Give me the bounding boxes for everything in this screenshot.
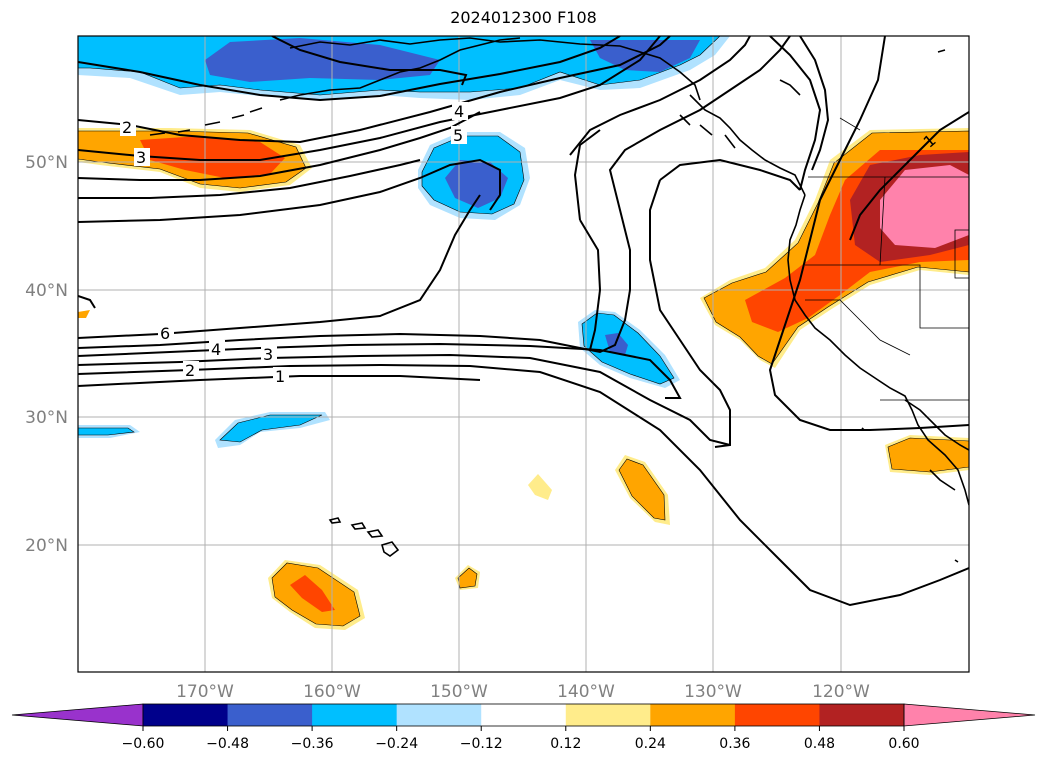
colorbar-extend-high (903, 703, 1036, 727)
colorbar-segment (227, 704, 313, 726)
lon-label: 150°W (430, 682, 488, 702)
lat-label: 30°N (25, 408, 68, 428)
colorbar-tick-label: 0.60 (888, 736, 919, 752)
graticule (78, 36, 969, 672)
map-frame (77, 35, 970, 673)
colorbar-tick-label: 0.24 (635, 736, 666, 752)
latitude-labels: 50°N 40°N 30°N 20°N (25, 153, 68, 556)
coastlines (149, 37, 969, 563)
contour-label: 2 (185, 361, 195, 380)
colorbar: −0.60 −0.48 −0.36 −0.24 −0.12 0.12 0.24 0.36 0.4… (11, 703, 1036, 752)
lat-label: 20°N (25, 536, 68, 556)
lon-label: 160°W (303, 682, 361, 702)
colorbar-segment (143, 704, 229, 726)
colorbar-segment (650, 704, 736, 726)
map-content: 2 3 4 5 6 4 3 2 1 1 (78, 36, 969, 672)
lon-label: 120°W (812, 682, 870, 702)
longitude-labels: 170°W 160°W 150°W 140°W 130°W 120°W (176, 682, 870, 702)
contour-label: 3 (263, 345, 273, 364)
colorbar-segment (819, 704, 905, 726)
contour-label: 4 (211, 340, 221, 359)
colorbar-tick-label: −0.36 (291, 736, 334, 752)
colorbar-segment (396, 704, 482, 726)
contour-label: 3 (136, 148, 146, 167)
lat-label: 50°N (25, 153, 68, 173)
map-title: 2024012300 F108 (450, 8, 597, 27)
contour-label: 1 (275, 367, 285, 386)
colorbar-segment (481, 704, 567, 726)
contour-label: 2 (122, 118, 132, 137)
colorbar-tick-label: −0.24 (375, 736, 418, 752)
colorbar-segment (734, 704, 820, 726)
lat-label: 40°N (25, 281, 68, 301)
colorbar-tick-label: 0.48 (804, 736, 835, 752)
lon-label: 130°W (684, 682, 742, 702)
contour-lines (78, 36, 969, 607)
colorbar-extend-low (11, 703, 144, 727)
negative-shading (78, 36, 730, 448)
contour-label: 6 (160, 324, 170, 343)
contour-label: 4 (454, 102, 464, 121)
colorbar-tick-label: 0.12 (550, 736, 581, 752)
colorbar-tick-label: −0.48 (206, 736, 249, 752)
colorbar-segment (312, 704, 398, 726)
colorbar-tick-label: 0.36 (719, 736, 750, 752)
contour-label: 5 (453, 126, 463, 145)
colorbar-tick-label: −0.60 (122, 736, 165, 752)
colorbar-tick-label: −0.12 (460, 736, 503, 752)
colorbar-segment (565, 704, 651, 726)
lon-label: 170°W (176, 682, 234, 702)
contour-labels: 2 3 4 5 6 4 3 2 1 1 (120, 102, 940, 386)
lon-label: 140°W (557, 682, 615, 702)
colorbar-outline (142, 703, 905, 727)
